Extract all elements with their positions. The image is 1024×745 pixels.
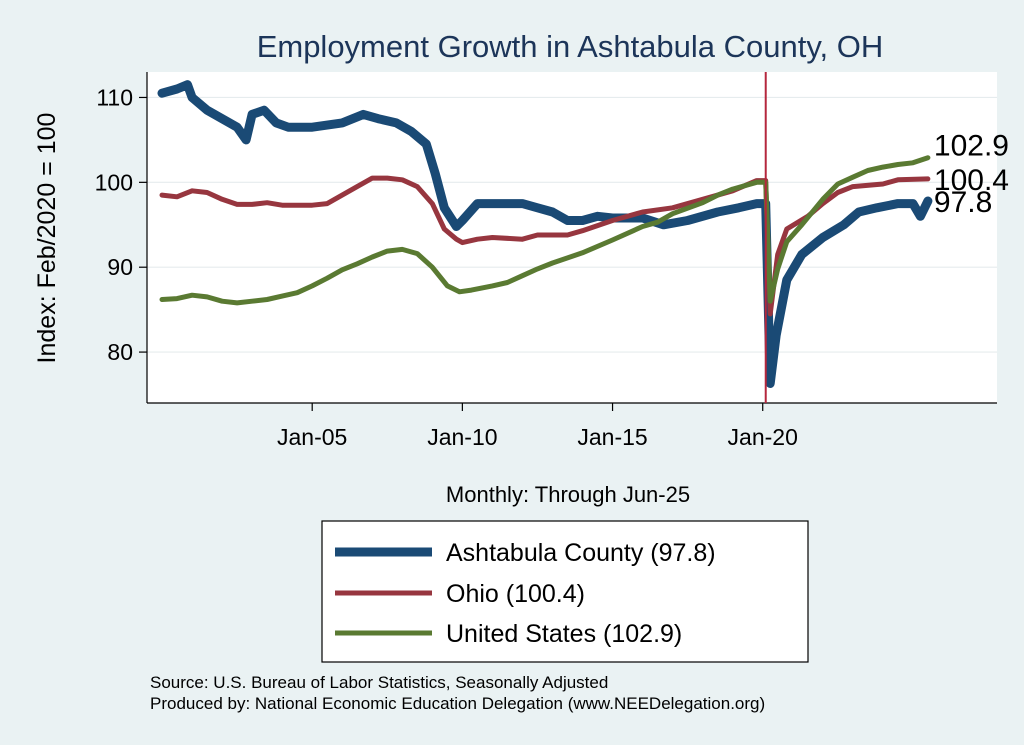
y-axis-label: Index: Feb/2020 = 100 — [33, 113, 61, 364]
x-tick-label-Jan-10: Jan-10 — [427, 424, 497, 450]
chart-title: Employment Growth in Ashtabula County, O… — [257, 29, 884, 64]
x-axis: Jan-05 Jan-10 Jan-15 Jan-20 — [147, 402, 997, 450]
y-tick-label-110: 110 — [96, 84, 133, 110]
legend: Ashtabula County (97.8) Ohio (100.4) Uni… — [321, 520, 809, 663]
y-tick-label-80: 80 — [107, 339, 133, 365]
x-axis-label: Monthly: Through Jun-25 — [446, 482, 690, 507]
x-tick-label-Jan-20: Jan-20 — [728, 424, 798, 450]
end-label-united-states: 102.9 — [934, 130, 1009, 163]
source-note: Source: U.S. Bureau of Labor Statistics,… — [150, 673, 608, 692]
y-axis: 80 90 100 110 — [95, 72, 148, 403]
legend-label-ohio: Ohio (100.4) — [446, 580, 585, 608]
legend-label-ashtabula: Ashtabula County (97.8) — [446, 539, 716, 567]
series-layer — [157, 80, 933, 388]
y-tick-label-90: 90 — [107, 254, 133, 280]
x-tick-label-Jan-15: Jan-15 — [577, 424, 647, 450]
produced-by-note: Produced by: National Economic Education… — [150, 694, 765, 713]
x-tick-label-Jan-05: Jan-05 — [277, 424, 347, 450]
series-line-united-states — [159, 155, 931, 306]
series-line-ohio — [159, 175, 931, 317]
y-tick-label-100: 100 — [95, 169, 133, 195]
end-label-ohio: 100.4 — [934, 164, 1009, 197]
gridlines — [147, 96, 997, 353]
end-label-ashtabula: 97.8 — [934, 186, 992, 219]
legend-label-united-states: United States (102.9) — [446, 620, 682, 648]
series-line-ashtabula — [157, 80, 933, 388]
